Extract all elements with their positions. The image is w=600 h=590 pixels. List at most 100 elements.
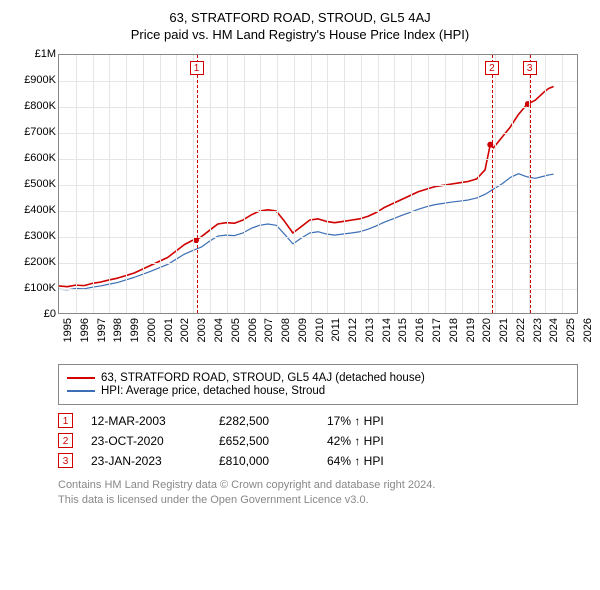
x-tick-label: 2011 [330, 318, 342, 342]
x-tick-label: 2024 [548, 318, 560, 342]
sale-price: £810,000 [219, 454, 309, 468]
sale-badge: 1 [58, 413, 73, 428]
gridline-vertical [478, 55, 479, 313]
x-tick-label: 2016 [414, 318, 426, 342]
plot-region: 123 [58, 54, 578, 314]
gridline-vertical [311, 55, 312, 313]
x-tick-label: 2020 [481, 318, 493, 342]
legend-label: HPI: Average price, detached house, Stro… [101, 385, 325, 397]
x-tick-label: 2004 [213, 318, 225, 342]
x-tick-label: 2009 [297, 318, 309, 342]
y-tick-label: £700K [10, 126, 56, 138]
x-tick-label: 2000 [146, 318, 158, 342]
gridline-horizontal [59, 107, 577, 108]
x-tick-label: 1999 [129, 318, 141, 342]
x-tick-label: 2022 [515, 318, 527, 342]
sale-marker-line [492, 55, 493, 313]
gridline-vertical [143, 55, 144, 313]
gridline-vertical [294, 55, 295, 313]
gridline-horizontal [59, 81, 577, 82]
legend: 63, STRATFORD ROAD, STROUD, GL5 4AJ (det… [58, 364, 578, 405]
chart-title: 63, STRATFORD ROAD, STROUD, GL5 4AJ [10, 10, 590, 25]
gridline-vertical [361, 55, 362, 313]
gridline-vertical [76, 55, 77, 313]
line-series-svg [59, 55, 577, 313]
y-tick-label: £800K [10, 100, 56, 112]
x-tick-label: 1996 [79, 318, 91, 342]
sale-date: 12-MAR-2003 [91, 414, 201, 428]
sale-badge: 2 [58, 433, 73, 448]
legend-swatch [67, 377, 95, 379]
x-tick-label: 2014 [381, 318, 393, 342]
gridline-vertical [462, 55, 463, 313]
sale-date: 23-OCT-2020 [91, 434, 201, 448]
gridline-vertical [445, 55, 446, 313]
y-tick-label: £500K [10, 178, 56, 190]
x-tick-label: 2002 [179, 318, 191, 342]
gridline-vertical [93, 55, 94, 313]
gridline-vertical [244, 55, 245, 313]
x-tick-label: 2012 [347, 318, 359, 342]
gridline-horizontal [59, 263, 577, 264]
gridline-vertical [260, 55, 261, 313]
gridline-vertical [562, 55, 563, 313]
y-tick-label: £900K [10, 74, 56, 86]
gridline-vertical [512, 55, 513, 313]
x-tick-label: 2001 [163, 318, 175, 342]
gridline-vertical [126, 55, 127, 313]
y-tick-label: £600K [10, 152, 56, 164]
sale-row: 112-MAR-2003£282,50017% ↑ HPI [58, 413, 578, 428]
gridline-vertical [428, 55, 429, 313]
sale-date: 23-JAN-2023 [91, 454, 201, 468]
x-tick-label: 2005 [230, 318, 242, 342]
x-tick-label: 2006 [247, 318, 259, 342]
legend-swatch [67, 390, 95, 392]
gridline-vertical [193, 55, 194, 313]
x-tick-label: 2019 [465, 318, 477, 342]
gridline-vertical [210, 55, 211, 313]
legend-label: 63, STRATFORD ROAD, STROUD, GL5 4AJ (det… [101, 372, 425, 384]
x-tick-label: 2026 [582, 318, 594, 342]
x-tick-label: 2010 [314, 318, 326, 342]
sale-marker-badge: 3 [523, 61, 537, 75]
chart-subtitle: Price paid vs. HM Land Registry's House … [10, 27, 590, 42]
gridline-horizontal [59, 133, 577, 134]
gridline-horizontal [59, 289, 577, 290]
gridline-vertical [378, 55, 379, 313]
series-line-hpi [59, 174, 554, 290]
footer-line: This data is licensed under the Open Gov… [58, 493, 578, 508]
sale-delta-vs-hpi: 42% ↑ HPI [327, 434, 578, 448]
gridline-vertical [545, 55, 546, 313]
series-line-property [59, 86, 554, 286]
y-tick-label: £300K [10, 230, 56, 242]
sale-delta-vs-hpi: 64% ↑ HPI [327, 454, 578, 468]
sale-delta-vs-hpi: 17% ↑ HPI [327, 414, 578, 428]
x-tick-label: 2013 [364, 318, 376, 342]
chart-area: £0£100K£200K£300K£400K£500K£600K£700K£80… [10, 50, 590, 360]
x-tick-label: 2007 [263, 318, 275, 342]
x-tick-label: 2018 [448, 318, 460, 342]
legend-item: HPI: Average price, detached house, Stro… [67, 385, 569, 397]
sale-marker-line [530, 55, 531, 313]
y-tick-label: £200K [10, 256, 56, 268]
gridline-vertical [411, 55, 412, 313]
x-tick-label: 2023 [532, 318, 544, 342]
gridline-vertical [227, 55, 228, 313]
sale-marker-badge: 2 [485, 61, 499, 75]
sales-table: 112-MAR-2003£282,50017% ↑ HPI223-OCT-202… [58, 413, 578, 468]
gridline-vertical [495, 55, 496, 313]
x-tick-label: 1998 [112, 318, 124, 342]
gridline-vertical [277, 55, 278, 313]
gridline-vertical [327, 55, 328, 313]
y-tick-label: £0 [10, 308, 56, 320]
chart-container: 63, STRATFORD ROAD, STROUD, GL5 4AJ Pric… [0, 0, 600, 518]
footer-line: Contains HM Land Registry data © Crown c… [58, 478, 578, 493]
gridline-vertical [160, 55, 161, 313]
x-tick-label: 2003 [196, 318, 208, 342]
x-tick-label: 1995 [62, 318, 74, 342]
gridline-horizontal [59, 159, 577, 160]
x-tick-label: 1997 [96, 318, 108, 342]
sale-price: £652,500 [219, 434, 309, 448]
legend-item: 63, STRATFORD ROAD, STROUD, GL5 4AJ (det… [67, 372, 569, 384]
y-tick-label: £100K [10, 282, 56, 294]
